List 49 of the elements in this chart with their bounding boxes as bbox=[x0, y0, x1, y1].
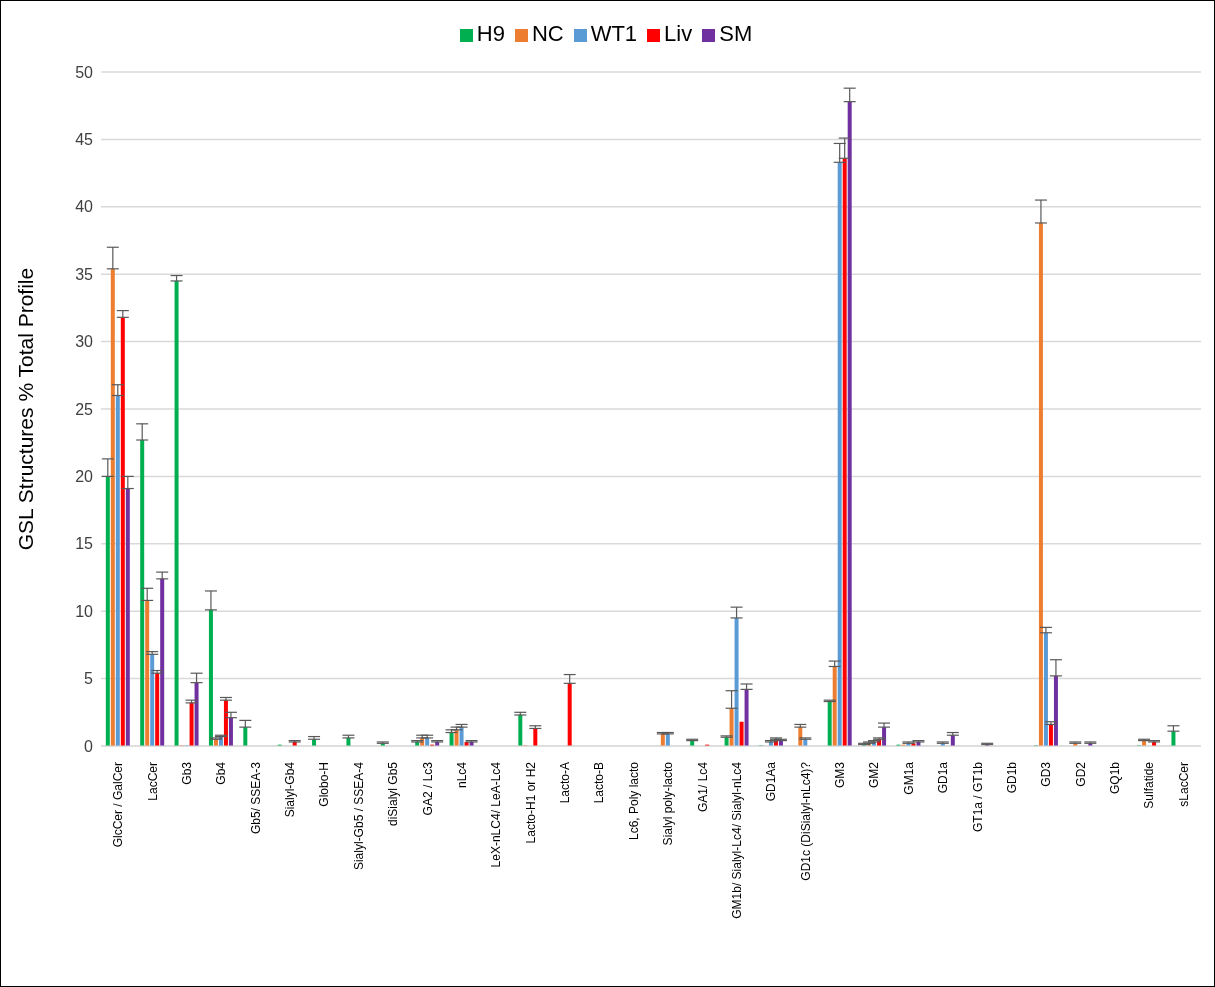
legend-label: WT1 bbox=[590, 21, 638, 46]
x-tick-label: Sialyl poly-lacto bbox=[661, 761, 676, 846]
x-tick-label: GD1b bbox=[1004, 761, 1019, 794]
y-tick-label: 20 bbox=[75, 468, 94, 486]
x-tick-label: Gb4 bbox=[214, 761, 229, 785]
x-tick-label: GlcCer / GalCer bbox=[111, 762, 126, 848]
x-tick-label: nLc4 bbox=[454, 761, 469, 789]
x-tick-label: GD1a bbox=[936, 761, 951, 794]
x-tick-label: Lacto-B bbox=[592, 762, 607, 804]
x-tick-label: Lacto-A bbox=[558, 762, 573, 804]
legend-label: NC bbox=[531, 21, 564, 46]
x-tick-label: GM1a bbox=[901, 761, 916, 795]
y-tick-label: 40 bbox=[75, 198, 94, 216]
y-tick-label: 0 bbox=[84, 737, 94, 755]
legend-label: H9 bbox=[476, 21, 505, 46]
x-tick-label: Gb5/ SSEA-3 bbox=[248, 761, 263, 835]
y-axis-title: GSL Structures % Total Profile bbox=[14, 267, 38, 551]
x-tick-label: Globo-H bbox=[317, 762, 332, 807]
x-tick-label: Lacto-H1 or H2 bbox=[523, 761, 538, 844]
y-tick-label: 50 bbox=[75, 63, 94, 81]
x-tick-label: LeX-nLC4/ LeA-Lc4 bbox=[489, 761, 504, 868]
x-tick-label: GD1c (DiSialyl-nLc4)? bbox=[798, 761, 813, 881]
x-tick-label: GT1a / GT1b bbox=[970, 761, 985, 833]
x-tick-label: Sulfatide bbox=[1142, 761, 1157, 809]
y-tick-label: 10 bbox=[75, 602, 94, 620]
x-tick-label: GD2 bbox=[1073, 761, 1088, 787]
x-tick-label: GA2 / Lc3 bbox=[420, 761, 435, 816]
x-tick-label: GM2 bbox=[867, 761, 882, 789]
x-tick-label: diSialyl Gb5 bbox=[386, 761, 401, 827]
legend-label: Liv bbox=[664, 21, 693, 46]
y-tick-label: 45 bbox=[75, 131, 94, 149]
x-tick-label: GA1/ Lc4 bbox=[695, 761, 710, 813]
x-tick-label: Sialyl-Gb4 bbox=[283, 761, 298, 818]
x-tick-label: GM1b/ Sialyl-Lc4/ Sialyl-nLc4 bbox=[729, 761, 744, 919]
x-tick-label: GD3 bbox=[1039, 761, 1054, 787]
x-tick-label: GM3 bbox=[833, 761, 848, 789]
x-tick-label: Lc6, Poly lacto bbox=[626, 761, 641, 841]
y-tick-label: 30 bbox=[75, 333, 94, 351]
y-tick-label: 15 bbox=[75, 535, 94, 553]
x-tick-label: Gb3 bbox=[179, 761, 194, 785]
y-tick-label: 35 bbox=[75, 265, 94, 283]
y-tick-label: 25 bbox=[75, 400, 94, 418]
x-tick-label: GQ1b bbox=[1108, 761, 1123, 795]
y-tick-label: 5 bbox=[84, 670, 94, 688]
x-tick-label: Sialyl-Gb5 / SSEA-4 bbox=[351, 761, 366, 871]
legend-label: SM bbox=[719, 21, 753, 46]
x-tick-label: sLacCer bbox=[1176, 762, 1191, 807]
x-tick-label: LacCer bbox=[145, 762, 160, 801]
x-tick-label: GD1Aa bbox=[764, 761, 779, 802]
